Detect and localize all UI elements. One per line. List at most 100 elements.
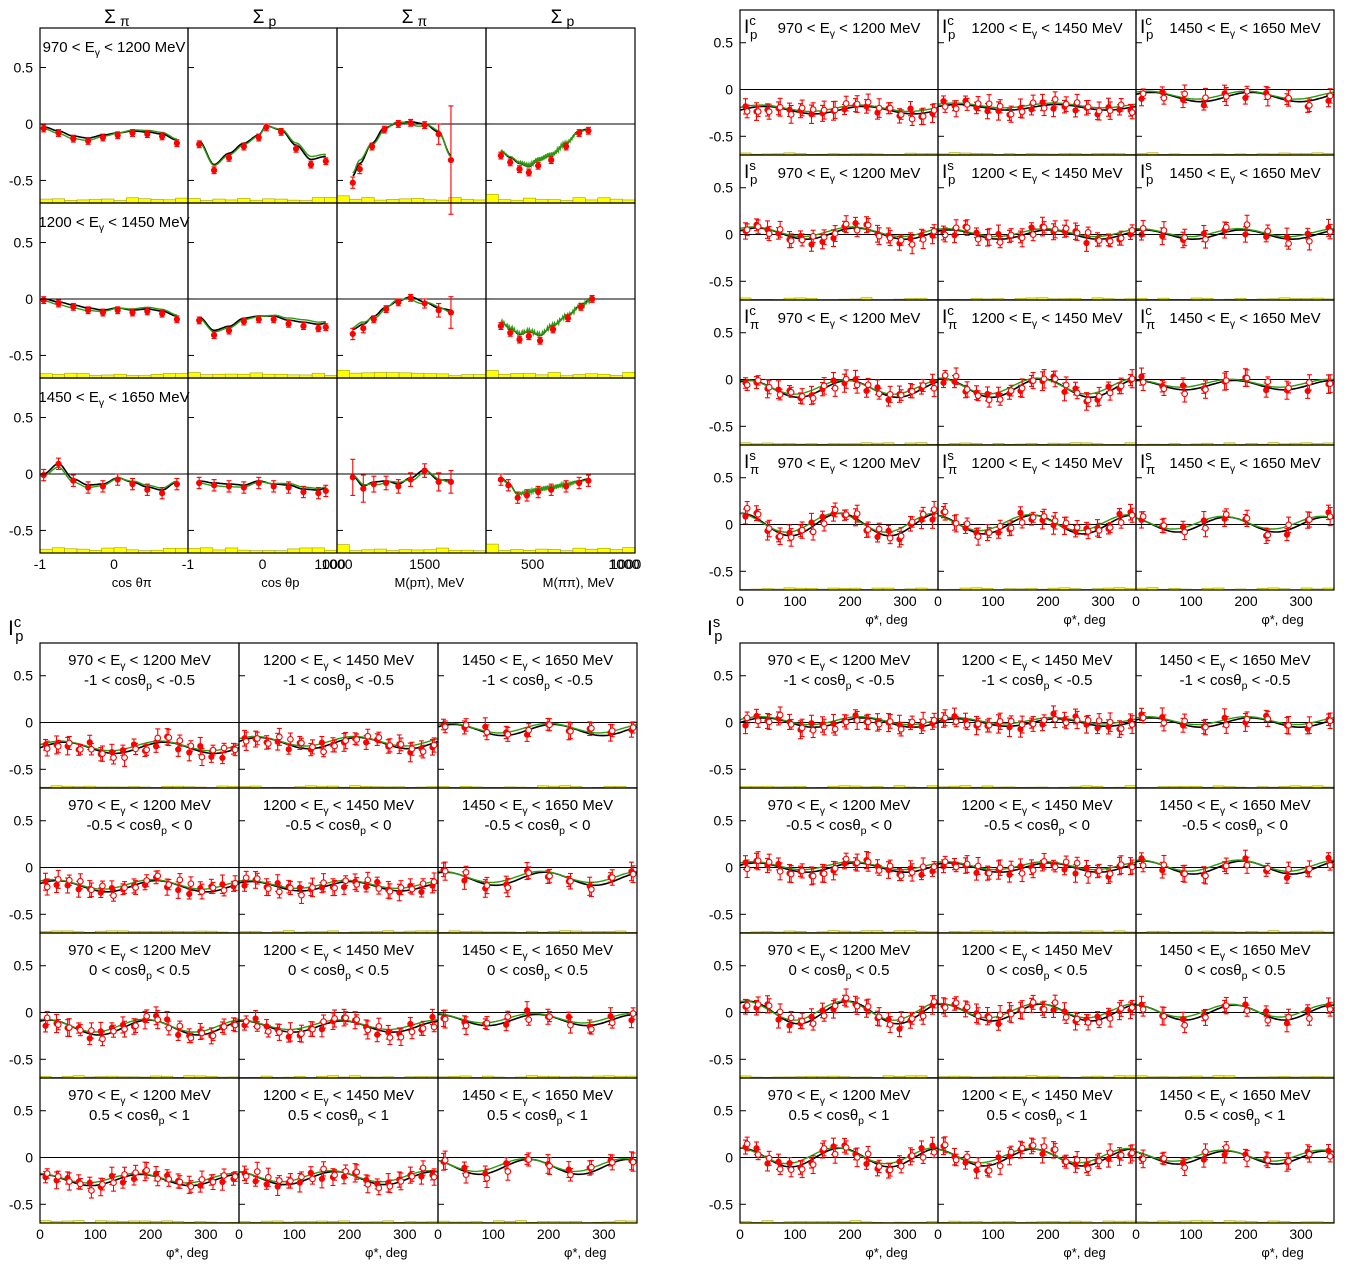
data-point <box>447 156 455 164</box>
fit-curve-green <box>500 294 593 338</box>
data-point-open <box>397 1178 405 1185</box>
data-point-open <box>1051 517 1059 525</box>
data-point-open <box>567 1171 574 1179</box>
fit-curve-black <box>1136 379 1334 391</box>
data-point-open <box>198 888 206 895</box>
data-point-open <box>165 1175 173 1183</box>
data-point-open <box>1095 527 1103 534</box>
data-point-open <box>1139 378 1147 386</box>
data-point <box>114 132 121 139</box>
data-point-open <box>919 510 927 518</box>
data-point-open <box>1051 375 1059 383</box>
data-point-open <box>1202 235 1209 243</box>
data-point-open <box>242 1172 250 1180</box>
data-point-open <box>462 1171 470 1179</box>
x-axis-label: φ*, deg <box>564 1245 606 1260</box>
data-point-open <box>1040 375 1048 383</box>
y-tick-label: -0.5 <box>9 347 33 363</box>
fit-curve-black <box>198 315 326 332</box>
data-point-open <box>342 737 350 744</box>
column-title: Σ <box>551 7 563 28</box>
data-point-open <box>220 1023 228 1030</box>
data-point-open <box>908 115 916 123</box>
data-point-open <box>1095 392 1103 400</box>
data-point-open <box>588 724 595 732</box>
systematics-bar <box>287 548 301 554</box>
data-point-open <box>765 718 773 726</box>
systematics-bar <box>52 547 65 554</box>
panel-symbol: Ic p <box>942 13 955 42</box>
data-point-open <box>77 746 84 753</box>
y-tick-label: -0.5 <box>709 128 733 144</box>
y-tick-label: 0.5 <box>14 668 34 684</box>
systematics-bar <box>349 372 363 379</box>
data-point-open <box>1264 227 1272 235</box>
data-point-open <box>1117 382 1125 390</box>
data-point-open <box>1117 234 1125 242</box>
fit-curve-green <box>937 102 1137 109</box>
data-point-open <box>608 1019 616 1027</box>
fit-curve-black <box>43 126 178 141</box>
fit-curve-black <box>1135 228 1335 240</box>
data-point-open <box>919 382 927 389</box>
y-tick-label: -0.5 <box>9 172 33 188</box>
data-point-open <box>198 1029 206 1037</box>
angle-range-label: -1 < cosθp < -0.5 <box>283 672 394 692</box>
data-point <box>382 479 390 487</box>
data-point <box>129 481 136 488</box>
data-point-open <box>842 511 850 518</box>
data-point-open <box>787 237 795 245</box>
data-point-open <box>1222 223 1230 231</box>
data-point-open <box>853 100 861 108</box>
x-axis-label: φ*, deg <box>1261 612 1303 627</box>
y-tick-label: -0.5 <box>9 906 33 922</box>
angle-range-label: 0 < cosθp < 0.5 <box>487 962 588 982</box>
data-point-open <box>1084 717 1092 724</box>
data-point <box>1263 387 1270 394</box>
data-point-open <box>1243 374 1251 382</box>
data-point-open <box>209 1032 217 1040</box>
data-point-open <box>1326 92 1334 100</box>
data-point-open <box>567 1021 574 1029</box>
data-point <box>505 482 512 489</box>
data-point-open <box>886 862 894 870</box>
data-point-open <box>298 891 305 899</box>
data-point <box>940 379 947 386</box>
data-point <box>129 309 136 316</box>
y-tick-label: 0.5 <box>714 35 734 51</box>
data-point-open <box>1073 389 1081 397</box>
fit-curve-green <box>39 1172 240 1184</box>
x-axis-label: M(pπ), MeV <box>395 575 465 590</box>
x-axis-label: cos θπ <box>112 575 152 590</box>
phi-panel <box>238 642 439 789</box>
x-tick-label: 300 <box>1091 593 1115 609</box>
data-point-open <box>1029 720 1037 728</box>
data-point-open <box>1095 237 1103 244</box>
data-point-open <box>941 714 949 722</box>
data-point-open <box>776 225 784 233</box>
y-tick-label: -0.5 <box>709 273 733 289</box>
data-point <box>514 494 521 501</box>
data-point-open <box>1243 87 1251 95</box>
energy-range-label: 1450 < Eγ < 1650 MeV <box>1169 165 1320 185</box>
x-tick-label: 300 <box>194 1226 218 1242</box>
data-point-open <box>842 375 850 383</box>
panel-symbol: Ic π <box>942 303 957 332</box>
data-point-open <box>176 876 184 884</box>
data-point-open <box>908 241 916 248</box>
data-point <box>577 303 585 310</box>
data-point-open <box>754 108 762 115</box>
data-point-open <box>54 1021 62 1028</box>
data-point-open <box>629 870 637 878</box>
data-point-open <box>187 1034 195 1042</box>
energy-range-label: 970 < Eγ < 1200 MeV <box>778 165 921 185</box>
fit-curve-green <box>43 299 178 316</box>
systematics-bar <box>64 372 78 379</box>
data-point <box>175 746 182 753</box>
data-point-open <box>897 725 905 733</box>
data-point <box>808 241 815 248</box>
data-point <box>360 325 367 332</box>
data-point-open <box>1106 718 1114 726</box>
data-point-open <box>441 723 449 731</box>
data-point-open <box>919 112 927 120</box>
